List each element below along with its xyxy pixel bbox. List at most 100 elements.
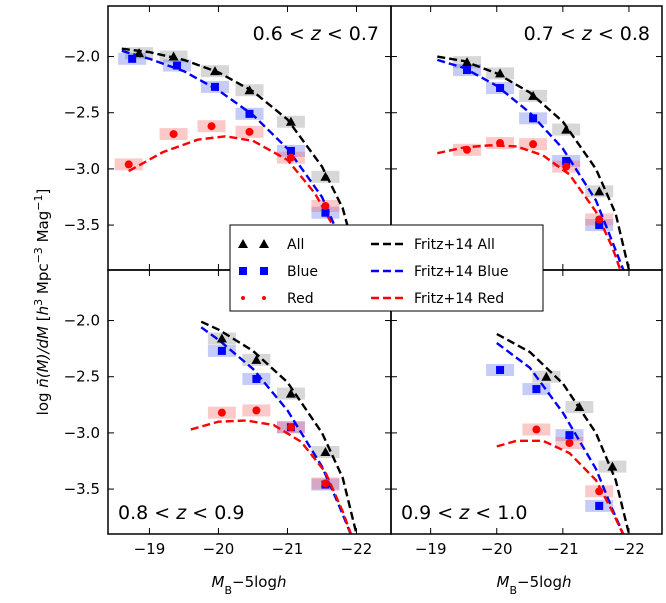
legend-label-fritz-2: Fritz+14 Blue (414, 264, 509, 280)
blue-point (496, 365, 505, 374)
red-point (565, 439, 574, 448)
blue-point (562, 157, 571, 166)
legend-label-red: Red (287, 291, 314, 307)
all-point (607, 461, 618, 471)
all-point (251, 354, 262, 364)
x-tick-label: −22 (613, 540, 645, 558)
blue-point (532, 385, 541, 394)
blue-point (463, 66, 472, 75)
fritz-red-curve (190, 419, 353, 534)
blue-point (210, 82, 219, 91)
blue-point (173, 61, 182, 70)
all-point (495, 68, 506, 78)
legend: All Blue Red Fritz+14 All Fritz+14 Blue Fritz… (229, 224, 544, 312)
legend-red-marker (262, 296, 266, 300)
fritz-blue-curve (200, 326, 353, 534)
blue-point (321, 208, 330, 217)
panel-label-1: 0.6 < z < 0.7 (253, 23, 379, 45)
panel-4: −19 −20 −21 −22 0.9 < z < 1.0 (390, 269, 663, 558)
x-tick-label: −21 (547, 540, 579, 558)
fritz-blue-curve (496, 342, 625, 534)
blue-point (595, 221, 604, 230)
y-tick-label: −2.5 (64, 104, 100, 122)
panel-label-4: 0.9 < z < 1.0 (401, 502, 527, 524)
x-tick-label: −20 (203, 540, 235, 558)
red-point (286, 423, 295, 432)
legend-label-fritz-1: Fritz+14 All (414, 237, 495, 253)
red-point (562, 162, 571, 171)
legend-label-blue: Blue (287, 264, 318, 280)
legend-label-all: All (287, 237, 304, 253)
all-point (209, 66, 220, 76)
blue-point (252, 374, 261, 383)
all-point (244, 85, 255, 95)
panel-label-2: 0.7 < z < 0.8 (524, 23, 650, 45)
fritz-blue-curve (436, 58, 625, 270)
x-tick-label: −19 (415, 540, 447, 558)
panel-1-plot-area (114, 47, 358, 270)
all-point (462, 57, 473, 67)
red-point (532, 425, 541, 434)
legend-blue-marker (239, 267, 247, 275)
all-point (320, 446, 331, 456)
red-point (207, 122, 216, 131)
fritz-all-curve (121, 47, 358, 260)
red-point (217, 408, 226, 417)
panel-label-3: 0.8 < z < 0.9 (118, 502, 244, 524)
x-tick-label: −22 (341, 540, 373, 558)
panel-3-plot-area (190, 320, 358, 534)
blue-point (595, 501, 604, 510)
legend-red-marker (241, 296, 245, 300)
all-point (561, 124, 572, 134)
legend-all-marker (238, 239, 248, 248)
legend-label-fritz-3: Fritz+14 Red (414, 291, 504, 307)
all-point (216, 333, 227, 343)
x-axis-title-left: MB−5logh (212, 573, 287, 597)
panel-1: −2.0 −2.5 −3.0 −3.5 0.6 < z < 0.7 (64, 5, 392, 271)
all-point (285, 116, 296, 126)
legend-all-marker (259, 239, 269, 248)
all-point (541, 371, 552, 381)
all-point (594, 186, 605, 196)
legend-blue-marker (260, 267, 268, 275)
x-tick-label: −20 (481, 540, 513, 558)
blue-point (128, 54, 137, 63)
red-point (124, 160, 133, 169)
red-point (286, 153, 295, 162)
fritz-all-curve (200, 320, 358, 534)
blue-point (529, 114, 538, 123)
red-point (595, 215, 604, 224)
y-axis-title: log n̄(M)/dM [h3 Mpc−3 Mag−1] (32, 189, 53, 416)
red-point (321, 201, 330, 210)
red-point (529, 140, 538, 149)
all-point (285, 388, 296, 398)
blue-point (217, 346, 226, 355)
all-point (574, 402, 585, 412)
all-point (528, 90, 539, 100)
x-tick-label: −19 (134, 540, 166, 558)
fritz-all-curve (437, 55, 631, 270)
y-tick-label: −3.0 (64, 424, 100, 442)
blue-point (496, 84, 505, 93)
y-tick-label: −3.5 (64, 480, 100, 498)
fritz-red-curve (496, 439, 625, 534)
blue-point (286, 146, 295, 155)
red-point (463, 145, 472, 154)
y-tick-label: −2.0 (64, 48, 100, 66)
red-point (595, 487, 604, 496)
red-point (321, 479, 330, 488)
panel-3: −19 −20 −21 −22 −2.0 −2.5 −3.0 −3.5 0.8 < z < 0.… (64, 269, 392, 558)
legend-box (229, 224, 544, 312)
blue-point (565, 431, 574, 440)
all-point (168, 51, 179, 61)
y-tick-label: −3.5 (64, 216, 100, 234)
x-tick-label: −21 (272, 540, 304, 558)
red-point (169, 130, 178, 139)
red-point (252, 406, 261, 415)
y-tick-label: −2.0 (64, 312, 100, 330)
red-point (245, 127, 254, 136)
blue-point (245, 109, 254, 118)
all-point (320, 171, 331, 181)
y-tick-label: −2.5 (64, 368, 100, 386)
